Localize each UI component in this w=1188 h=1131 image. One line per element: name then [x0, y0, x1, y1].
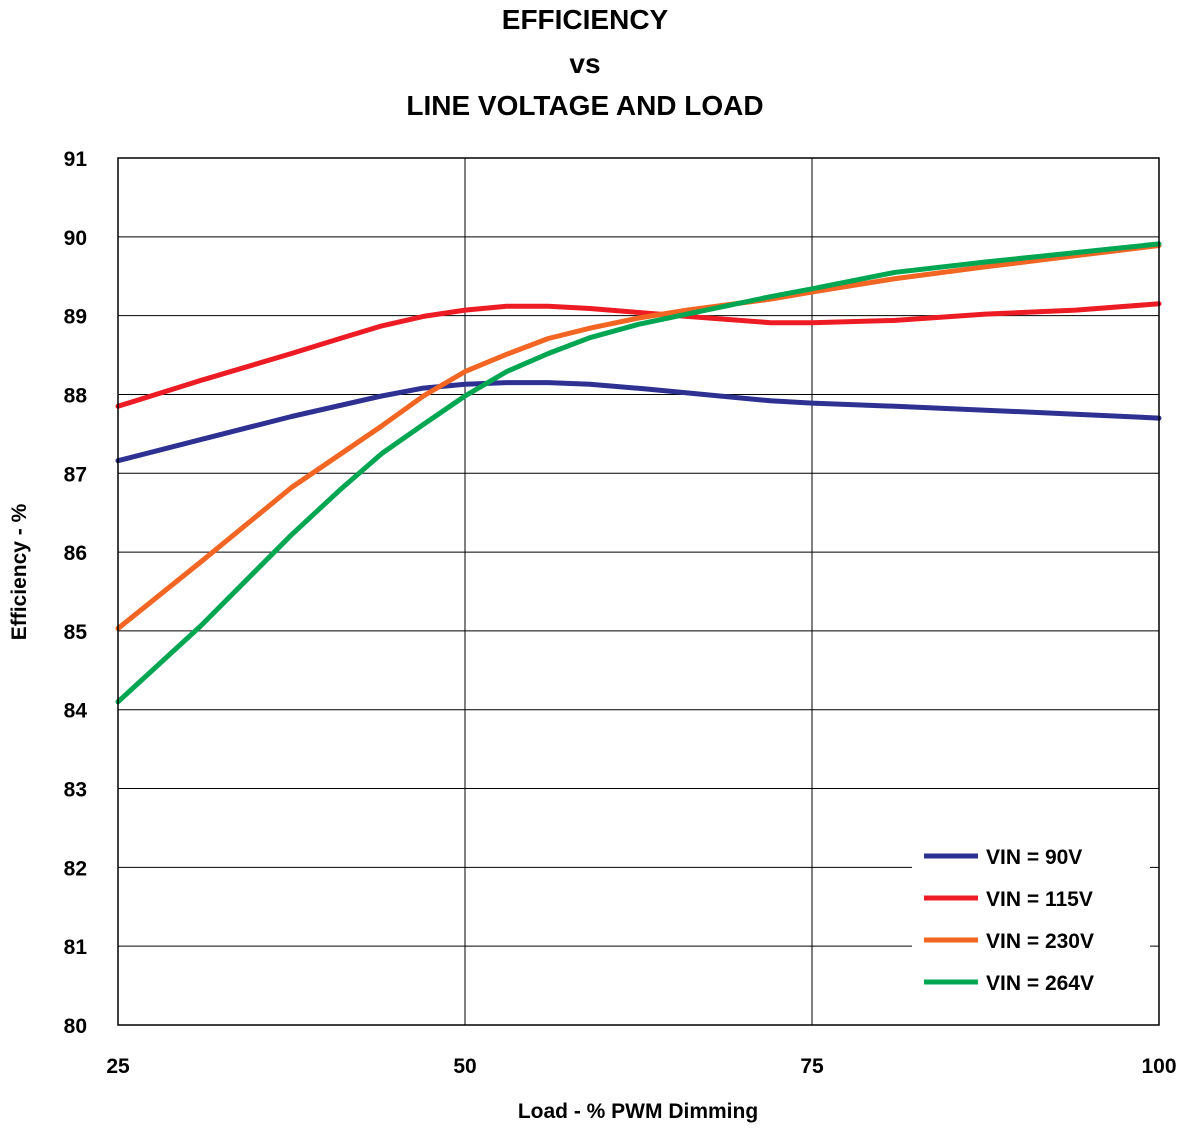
y-tick-label: 85 — [64, 621, 88, 644]
y-tick-label: 84 — [64, 700, 88, 723]
legend-label-vin-115v: VIN = 115V — [986, 888, 1093, 911]
y-tick-label: 90 — [64, 227, 87, 250]
y-tick-label: 88 — [64, 384, 88, 407]
x-tick-label: 100 — [1141, 1055, 1176, 1078]
x-tick-label: 50 — [453, 1055, 476, 1078]
y-tick-label: 82 — [64, 857, 87, 880]
chart-legend: VIN = 90V VIN = 115V VIN = 230V VIN = 264V — [912, 838, 1150, 1006]
chart-title: EFFICIENCY vs LINE VOLTAGE AND LOAD — [406, 4, 763, 121]
y-axis-ticks: 80 81 82 83 84 85 86 87 88 89 90 91 — [64, 148, 88, 1038]
x-axis-ticks: 25 50 75 100 — [106, 1055, 1176, 1078]
legend-label-vin-90v: VIN = 90V — [986, 846, 1082, 869]
y-tick-label: 86 — [64, 542, 87, 565]
x-axis-label: Load - % PWM Dimming — [518, 1100, 758, 1123]
y-tick-label: 89 — [64, 306, 87, 329]
y-tick-label: 87 — [64, 463, 87, 486]
chart-title-line-2: vs — [569, 48, 600, 79]
chart-title-line-3: LINE VOLTAGE AND LOAD — [406, 90, 763, 121]
y-tick-label: 91 — [64, 148, 88, 171]
legend-label-vin-264v: VIN = 264V — [986, 972, 1094, 995]
y-tick-label: 81 — [64, 936, 88, 959]
series-line-vin-230v — [118, 246, 1159, 629]
y-axis-label: Efficiency - % — [8, 503, 31, 640]
x-tick-label: 25 — [106, 1055, 130, 1078]
chart-title-line-1: EFFICIENCY — [502, 4, 669, 35]
x-tick-label: 75 — [800, 1055, 824, 1078]
y-tick-label: 80 — [64, 1015, 87, 1038]
y-tick-label: 83 — [64, 779, 87, 802]
legend-label-vin-230v: VIN = 230V — [986, 930, 1094, 953]
